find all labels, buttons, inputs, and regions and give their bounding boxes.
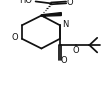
Text: O: O: [61, 56, 67, 65]
Text: O: O: [67, 0, 73, 7]
Text: HO: HO: [19, 0, 32, 5]
Polygon shape: [41, 13, 61, 16]
Text: O: O: [11, 33, 18, 42]
Text: N: N: [62, 20, 68, 29]
Text: O: O: [73, 46, 79, 55]
